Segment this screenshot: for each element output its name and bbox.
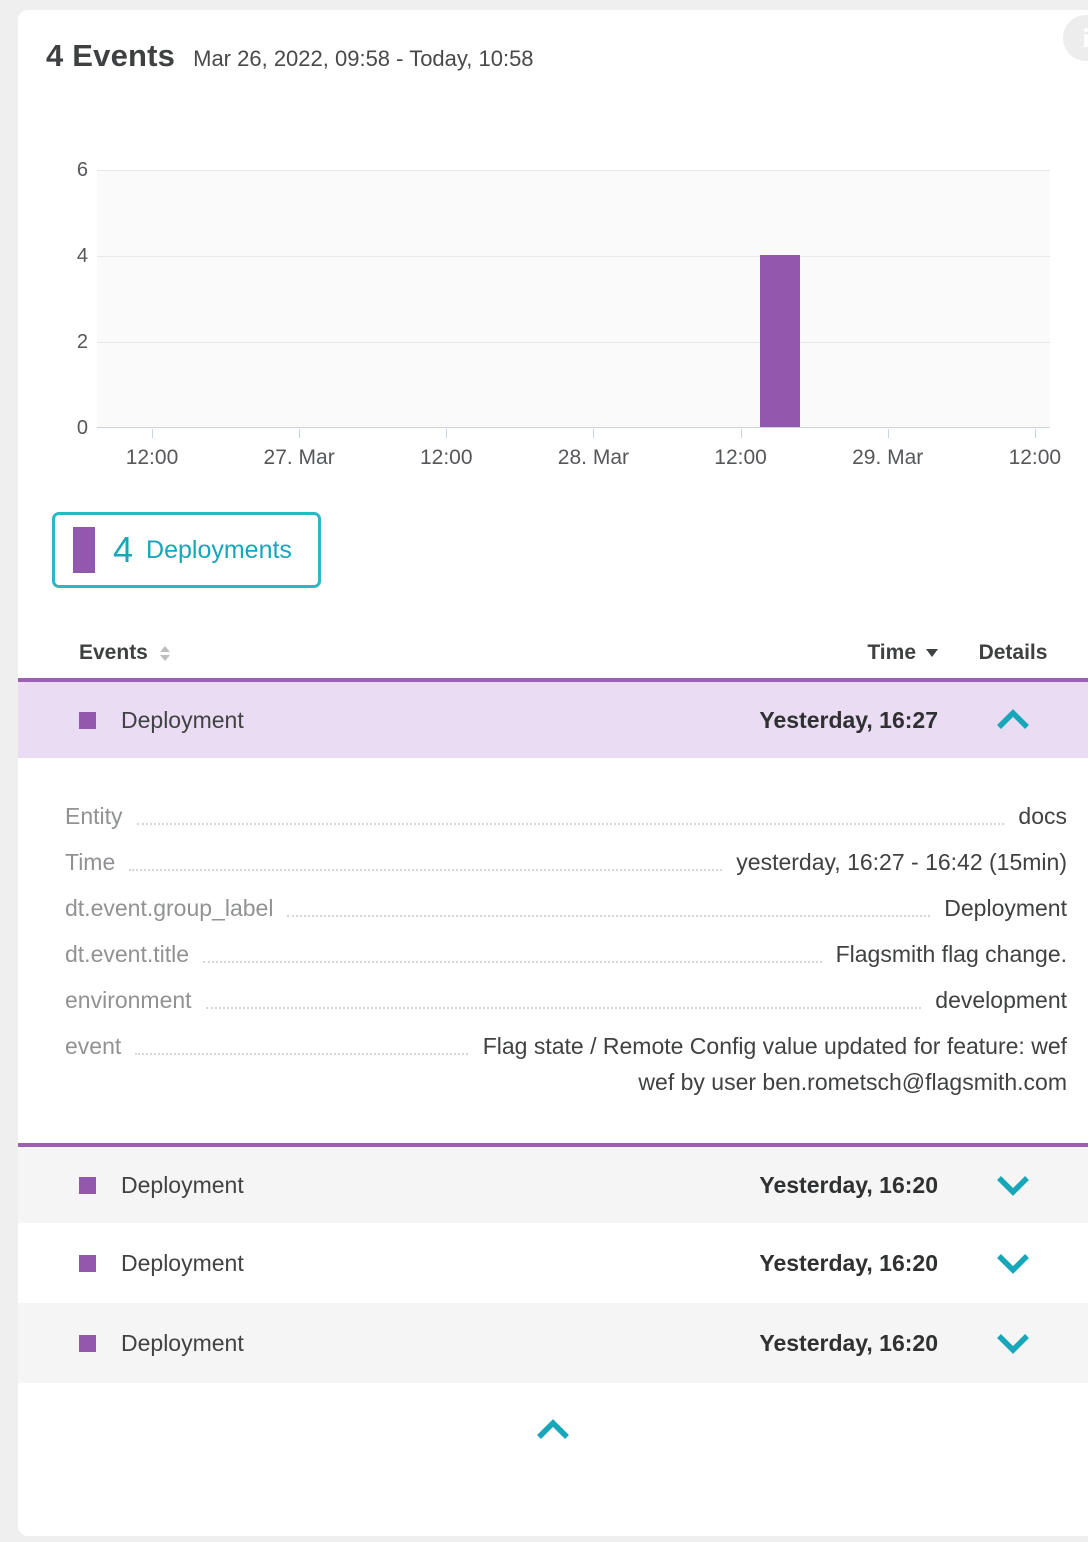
events-card: 4 Events Mar 26, 2022, 09:58 - Today, 10…	[18, 10, 1088, 1536]
x-tick-label: 12:00	[714, 446, 767, 469]
chevron-down-icon[interactable]	[993, 1332, 1033, 1354]
deployment-square-icon	[79, 1254, 96, 1272]
x-tick-label: 27. Mar	[263, 446, 335, 469]
x-tick-label: 12:00	[419, 446, 473, 469]
sort-icon	[159, 645, 170, 661]
event-row[interactable]: Deployment Yesterday, 16:20	[18, 1143, 1088, 1223]
gridline	[97, 170, 1050, 171]
details-header-label: Details	[978, 641, 1048, 664]
chevron-up-icon[interactable]	[993, 709, 1033, 731]
detail-row: environment development	[18, 982, 1088, 1018]
x-tick	[740, 429, 742, 438]
legend-label: Deployments	[146, 535, 292, 564]
detail-key: event	[65, 1033, 122, 1059]
time-header-label: Time	[867, 641, 916, 664]
event-type-label: Deployment	[121, 706, 244, 733]
detail-value: development	[935, 987, 1067, 1013]
x-tick	[887, 429, 889, 438]
deployment-square-icon	[79, 711, 96, 729]
collapse-events-button[interactable]	[18, 1419, 1088, 1441]
events-header-label: Events	[79, 641, 148, 664]
dotted-leader	[205, 982, 922, 1009]
x-tick	[299, 429, 301, 438]
x-tick-label: 29. Mar	[852, 446, 924, 469]
column-header-details: Details	[938, 641, 1088, 665]
chevron-up-icon	[537, 1419, 569, 1439]
chevron-down-icon[interactable]	[993, 1252, 1033, 1274]
column-header-time[interactable]: Time	[867, 641, 938, 665]
info-icon[interactable]: i	[1063, 15, 1088, 61]
event-time: Yesterday, 16:27	[759, 706, 938, 733]
event-type-label: Deployment	[121, 1249, 244, 1276]
page-title: 4 Events	[46, 38, 176, 73]
events-table: Events Time Details Deployment Yesterday…	[18, 628, 1088, 1441]
event-row[interactable]: Deployment Yesterday, 16:20	[18, 1223, 1088, 1303]
dotted-leader	[129, 844, 723, 871]
x-tick	[151, 429, 153, 438]
y-tick-label: 6	[76, 159, 88, 181]
detail-key: environment	[65, 987, 192, 1013]
event-row[interactable]: Deployment Yesterday, 16:27	[18, 678, 1088, 758]
event-row[interactable]: Deployment Yesterday, 16:20	[18, 1303, 1088, 1383]
deployment-square-icon	[79, 1176, 96, 1194]
detail-value: yesterday, 16:27 - 16:42 (15min)	[736, 849, 1067, 875]
sort-desc-icon	[926, 649, 938, 657]
detail-key: dt.event.group_label	[65, 895, 274, 921]
x-tick	[593, 429, 595, 438]
detail-value: Flag state / Remote Config value updated…	[482, 1033, 1067, 1095]
y-tick-label: 4	[76, 245, 88, 267]
detail-row: dt.event.group_label Deployment	[18, 890, 1088, 926]
dotted-leader	[136, 798, 1005, 825]
panel-header: 4 Events Mar 26, 2022, 09:58 - Today, 10…	[46, 38, 534, 74]
dotted-leader	[287, 890, 931, 917]
x-tick-label: 12:00	[125, 446, 179, 469]
event-details-panel: Entity docs Time yesterday, 16:27 - 16:4…	[18, 758, 1088, 1143]
events-bar-chart: 6 4 2 0 12:00 27. Mar 12:00 28. Mar 12:00 29. Ma…	[18, 150, 1088, 490]
detail-row: event Flag state / Remote Config value u…	[18, 1028, 1088, 1100]
event-time: Yesterday, 16:20	[759, 1329, 938, 1356]
detail-key: Time	[65, 849, 116, 875]
event-time: Yesterday, 16:20	[759, 1249, 938, 1276]
table-header-row: Events Time Details	[18, 628, 1088, 678]
detail-key: Entity	[65, 803, 123, 829]
y-tick-label: 2	[76, 331, 88, 353]
x-tick	[1034, 429, 1036, 438]
legend-count: 4	[113, 529, 134, 570]
x-tick-label: 28. Mar	[557, 446, 629, 469]
chevron-down-icon[interactable]	[993, 1174, 1033, 1196]
detail-value: Flagsmith flag change.	[835, 941, 1067, 967]
column-header-events[interactable]: Events	[79, 641, 170, 665]
deployment-square-icon	[79, 1334, 96, 1352]
y-tick-label: 0	[76, 417, 88, 439]
table-body: Deployment Yesterday, 16:27 Entity docs …	[18, 678, 1088, 1383]
deployment-swatch-icon	[73, 527, 95, 573]
detail-row: dt.event.title Flagsmith flag change.	[18, 936, 1088, 972]
gridline	[97, 256, 1050, 257]
x-tick	[446, 429, 448, 438]
dotted-leader	[135, 1028, 468, 1055]
dotted-leader	[203, 936, 822, 963]
event-type-label: Deployment	[121, 1171, 244, 1198]
detail-row: Time yesterday, 16:27 - 16:42 (15min)	[18, 844, 1088, 880]
event-time: Yesterday, 16:20	[759, 1171, 938, 1198]
x-tick-label: 12:00	[1008, 446, 1062, 469]
legend-deployments[interactable]: 4 Deployments	[52, 512, 321, 588]
event-type-label: Deployment	[121, 1329, 244, 1356]
time-range-label: Mar 26, 2022, 09:58 - Today, 10:58	[193, 46, 534, 71]
deployment-bar[interactable]	[759, 255, 800, 427]
chart-plot-area	[97, 170, 1050, 428]
gridline	[97, 342, 1050, 343]
detail-row: Entity docs	[18, 798, 1088, 834]
detail-value: docs	[1018, 803, 1067, 829]
detail-key: dt.event.title	[65, 941, 190, 967]
detail-value: Deployment	[944, 895, 1067, 921]
